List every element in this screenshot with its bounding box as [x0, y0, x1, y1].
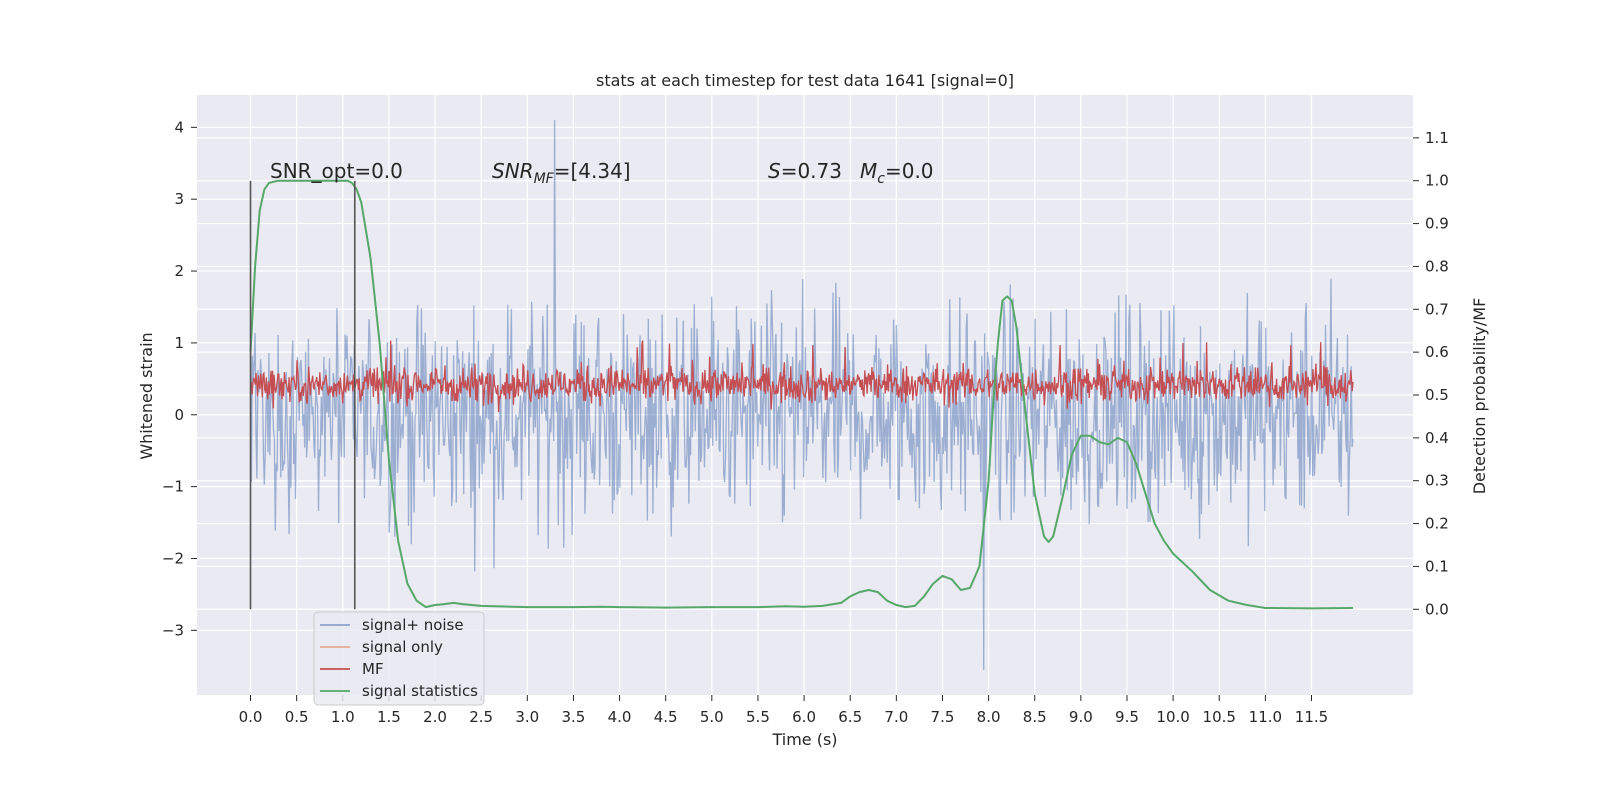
mc-value: =0.0 — [885, 159, 934, 183]
y-left-tick-label: 0 — [174, 406, 184, 424]
x-tick-label: 10.0 — [1156, 708, 1189, 726]
x-tick-label: 1.0 — [331, 708, 355, 726]
x-tick-label: 4.0 — [608, 708, 632, 726]
x-tick-label: 9.5 — [1115, 708, 1139, 726]
x-tick-label: 5.0 — [700, 708, 724, 726]
y-right-tick-label: 0.2 — [1425, 515, 1449, 533]
legend-label-signal-noise: signal+ noise — [362, 616, 464, 634]
annotation-snr-opt: SNR_opt=0.0 — [270, 159, 403, 183]
y-right-tick-label: 0.5 — [1425, 386, 1449, 404]
y-right-tick-label: 0.1 — [1425, 557, 1449, 575]
y-left-tick-label: 1 — [174, 334, 184, 352]
x-tick-label: 10.5 — [1203, 708, 1236, 726]
y-right-tick-label: 0.0 — [1425, 600, 1449, 618]
x-tick-label: 9.0 — [1069, 708, 1093, 726]
x-tick-label: 2.0 — [423, 708, 447, 726]
mc-label: M — [860, 159, 877, 183]
x-tick-label: 7.0 — [884, 708, 908, 726]
legend: signal+ noise signal only MF signal stat… — [313, 611, 485, 706]
axis-ticks: 0.0 0.5 1.0 1.5 2.0 2.5 3.0 3.5 4.0 4.5 5.0 5.5 6.0 6… — [162, 118, 1449, 726]
vertical-markers — [249, 180, 356, 610]
x-tick-label: 8.5 — [1023, 708, 1047, 726]
y-left-tick-label: −2 — [162, 549, 184, 567]
x-tick-label: 11.0 — [1249, 708, 1282, 726]
x-tick-label: 6.5 — [838, 708, 862, 726]
x-tick-label: 3.0 — [515, 708, 539, 726]
x-tick-label: 11.5 — [1295, 708, 1328, 726]
x-tick-label: 2.5 — [469, 708, 493, 726]
series-mf — [250, 340, 1354, 413]
x-tick-label: 6.0 — [792, 708, 816, 726]
y-right-tick-label: 0.6 — [1425, 343, 1449, 361]
legend-box — [313, 611, 485, 706]
y-axis-label-right: Detection probability/MF — [1470, 298, 1489, 495]
y-right-tick-label: 0.8 — [1425, 257, 1449, 275]
mc-sub: c — [877, 171, 885, 187]
legend-label-mf: MF — [362, 660, 384, 678]
snr-mf-main: SNR — [492, 159, 534, 183]
y-right-tick-label: 1.1 — [1425, 129, 1449, 147]
s-value: =0.73 — [781, 159, 842, 183]
svg-text:SNRMF=[4.34]: SNRMF=[4.34] — [492, 159, 631, 187]
y-right-tick-label: 0.4 — [1425, 429, 1449, 447]
x-tick-label: 5.5 — [746, 708, 770, 726]
y-left-tick-label: 3 — [174, 190, 184, 208]
y-left-tick-label: −3 — [162, 621, 184, 639]
series-signal-statistics — [249, 179, 1354, 610]
y-right-tick-label: 0.7 — [1425, 300, 1449, 318]
y-right-tick-label: 0.3 — [1425, 472, 1449, 490]
legend-label-signal-only: signal only — [362, 638, 443, 656]
y-right-tick-label: 0.9 — [1425, 215, 1449, 233]
y-left-tick-label: 4 — [174, 118, 184, 136]
x-tick-label: 4.5 — [654, 708, 678, 726]
snr-mf-sub: MF — [534, 171, 555, 187]
y-right-tick-label: 1.0 — [1425, 172, 1449, 190]
x-tick-label: 0.0 — [239, 708, 263, 726]
snr-mf-tail: =[4.34] — [554, 159, 631, 183]
series-layer — [249, 120, 1354, 670]
chart-title: stats at each timestep for test data 164… — [596, 71, 1014, 90]
annotation-s-mc: S=0.73 Mc=0.0 — [768, 159, 934, 187]
x-tick-label: 7.5 — [931, 708, 955, 726]
x-tick-label: 1.5 — [377, 708, 401, 726]
x-tick-label: 3.5 — [561, 708, 585, 726]
s-label: S — [768, 159, 781, 183]
snr-opt-text: SNR_opt=0.0 — [270, 159, 403, 183]
annotation-snr-mf: SNRMF=[4.34] — [492, 159, 631, 187]
x-tick-label: 8.0 — [977, 708, 1001, 726]
x-axis-label: Time (s) — [771, 730, 837, 749]
y-left-tick-label: 2 — [174, 262, 184, 280]
x-tick-label: 0.5 — [285, 708, 309, 726]
y-axis-label-left: Whitened strain — [137, 332, 156, 459]
y-left-tick-label: −1 — [162, 478, 184, 496]
legend-label-signal-statistics: signal statistics — [362, 682, 478, 700]
